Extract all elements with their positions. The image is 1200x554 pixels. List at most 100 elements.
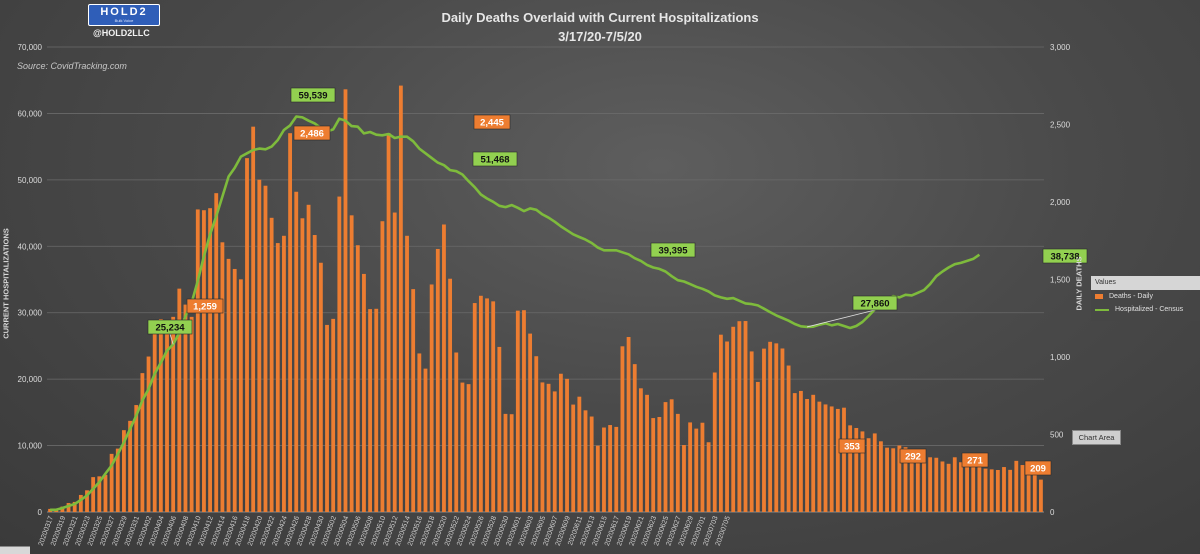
death-bar	[694, 428, 699, 512]
death-bar	[454, 352, 459, 512]
death-bar	[798, 390, 803, 512]
death-bar	[725, 341, 729, 512]
callout-deaths-353: 353	[844, 442, 860, 453]
death-bar	[171, 316, 176, 512]
death-bar	[245, 158, 249, 512]
callout-hosp-27860: 27,860	[860, 299, 889, 310]
callout-hosp-27860-box	[852, 295, 898, 311]
callout-deaths-2445: 2,445	[480, 118, 504, 129]
death-bar	[128, 420, 132, 512]
death-bar	[226, 258, 231, 512]
death-bar	[368, 309, 373, 512]
legend[interactable]: Values Deaths - Daily Hospitalized - Cen…	[1091, 276, 1200, 321]
death-bar	[442, 224, 446, 512]
legend-item-hospitalized[interactable]: Hospitalized - Census	[1091, 303, 1200, 316]
death-bar	[651, 418, 656, 512]
death-bar	[712, 372, 717, 512]
death-bar	[103, 474, 108, 512]
death-bar	[558, 373, 563, 512]
callout-hosp-39395-box	[650, 242, 696, 258]
death-bar	[460, 382, 465, 512]
death-bar	[423, 368, 428, 512]
death-bar	[312, 235, 317, 512]
death-bar	[362, 273, 366, 512]
right-tick-label: 1,000	[1050, 353, 1071, 362]
death-bar	[879, 441, 883, 512]
death-bar	[638, 388, 643, 512]
death-bar	[1026, 473, 1031, 512]
death-bar	[343, 89, 348, 512]
death-bar	[823, 404, 828, 512]
death-bar	[1032, 472, 1037, 512]
death-bar	[48, 508, 52, 512]
death-bar	[202, 210, 206, 512]
death-bar	[872, 433, 877, 512]
death-bar	[189, 316, 194, 512]
callout-deaths-1259-box	[186, 298, 224, 314]
death-bar	[177, 288, 182, 512]
right-axis-title: DAILY DEATHS	[1074, 256, 1084, 311]
callout-hosp-59539-box	[290, 87, 336, 103]
death-bar	[608, 425, 613, 512]
chart-area-tooltip: Chart Area	[1072, 430, 1121, 445]
callout-hosp-27860-leader	[806, 309, 876, 328]
death-bar	[552, 391, 557, 512]
callout-hosp-59539: 59,539	[298, 91, 327, 102]
death-bar	[318, 262, 323, 512]
legend-title: Values	[1091, 276, 1200, 290]
death-bar	[417, 353, 422, 512]
death-bar	[380, 221, 385, 512]
left-tick-label: 0	[38, 508, 43, 517]
death-bar	[1014, 460, 1019, 512]
source-note: Source: CovidTracking.com	[17, 61, 127, 71]
death-bar	[546, 383, 551, 512]
death-bar	[1008, 469, 1013, 512]
callout-deaths-353-box	[838, 438, 866, 454]
death-bar	[675, 413, 680, 512]
hold2-logo: HOLD2 Bulk Voice	[88, 4, 160, 26]
death-bar	[977, 465, 982, 512]
sheet-corner-tab[interactable]	[0, 546, 30, 554]
right-tick-label: 0	[1050, 508, 1055, 517]
callout-deaths-1259: 1,259	[193, 302, 217, 313]
death-bar	[534, 356, 539, 512]
death-bar	[786, 365, 791, 512]
death-bar	[115, 448, 120, 512]
callout-hosp-25234-leader	[169, 333, 174, 345]
death-bar	[1039, 479, 1043, 512]
death-bar	[325, 324, 329, 512]
death-bar	[165, 325, 169, 512]
death-bar	[78, 494, 83, 512]
death-bar	[1020, 465, 1025, 512]
death-bar	[983, 468, 988, 512]
left-tick-label: 20,000	[18, 375, 43, 384]
death-bar	[614, 426, 619, 512]
legend-item-deaths[interactable]: Deaths - Daily	[1091, 290, 1200, 303]
left-tick-label: 50,000	[18, 176, 43, 185]
death-bar	[1002, 467, 1006, 512]
callout-deaths-209: 209	[1030, 464, 1046, 475]
death-bar	[835, 408, 840, 512]
hospitalized-line	[50, 115, 981, 512]
right-tick-label: 3,000	[1050, 43, 1071, 52]
death-bar	[355, 245, 360, 512]
death-bar	[146, 356, 151, 512]
death-bar	[398, 85, 403, 512]
death-bar	[805, 399, 809, 512]
death-bar	[854, 427, 859, 512]
death-bar	[91, 477, 96, 512]
right-tick-label: 2,000	[1050, 198, 1071, 207]
death-bar	[669, 399, 674, 512]
death-bar	[743, 321, 748, 512]
callout-deaths-2445-box	[473, 114, 511, 130]
callout-deaths-209-box	[1024, 460, 1052, 476]
callout-deaths-271-box	[961, 452, 989, 468]
death-bar	[860, 431, 865, 512]
death-bar	[214, 193, 219, 513]
death-bar	[577, 396, 582, 512]
social-handle: @HOLD2LLC	[93, 28, 150, 38]
death-bar	[755, 381, 760, 512]
callout-deaths-292-box	[899, 448, 927, 464]
death-bar	[429, 284, 434, 512]
